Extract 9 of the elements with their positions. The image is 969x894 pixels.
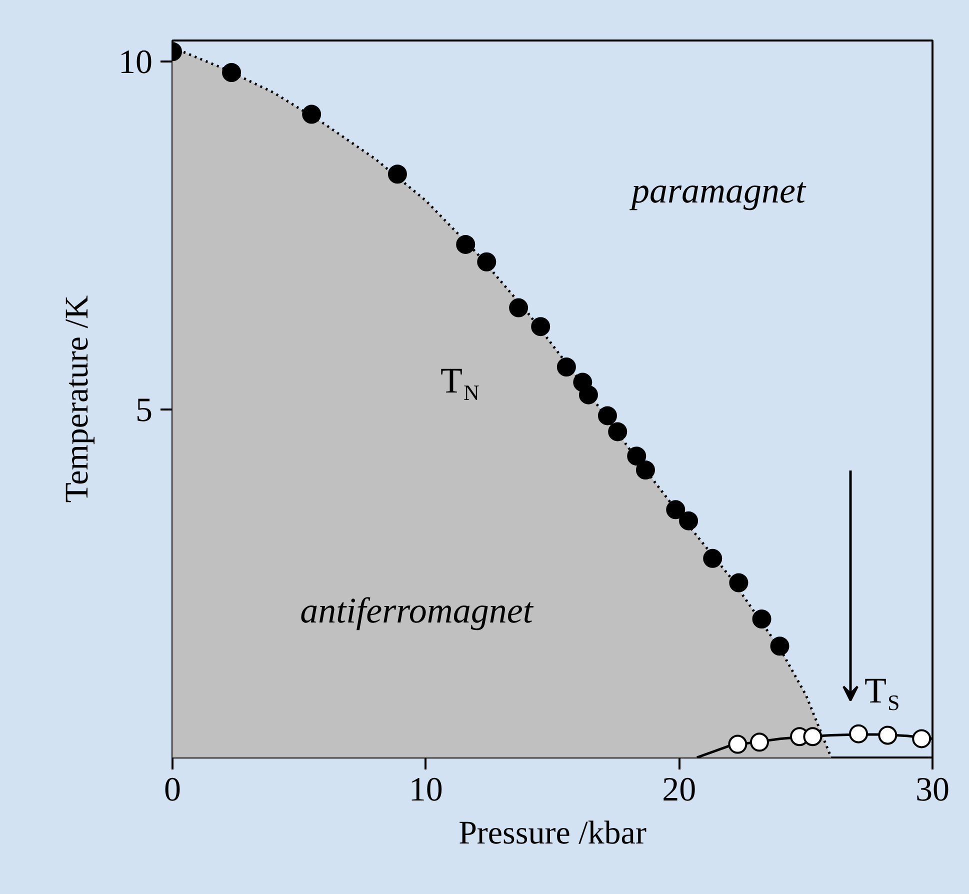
annotation: paramagnet [628,170,806,210]
y-axis-title: Temperature /K [60,295,96,503]
x-tick-label: 10 [408,772,443,808]
annotation: antiferromagnet [300,590,534,630]
x-tick-label: 20 [662,772,696,808]
x-axis-title: Pressure /kbar [458,816,646,852]
y-tick-label: 5 [136,392,152,429]
x-tick-label: 30 [916,772,950,808]
x-tick-label: 0 [164,772,181,808]
